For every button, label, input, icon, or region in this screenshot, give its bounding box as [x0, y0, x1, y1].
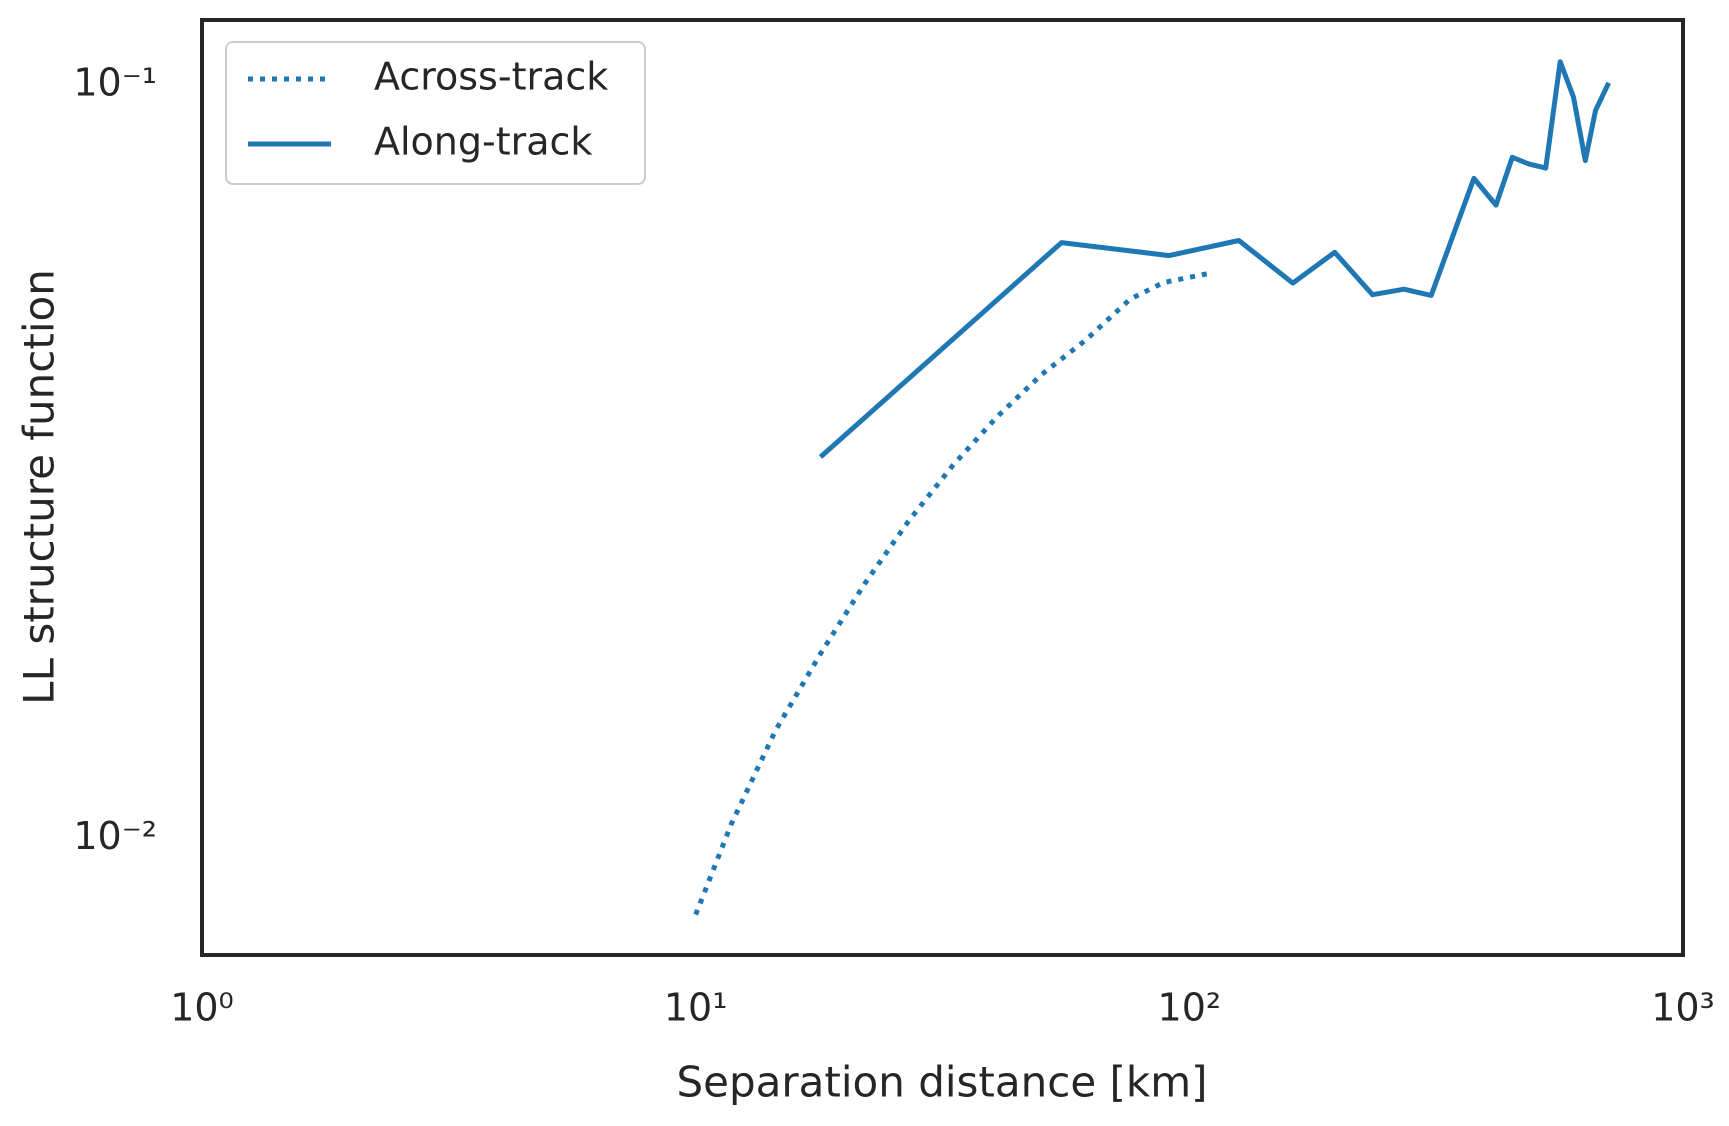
legend-box — [225, 41, 646, 185]
plot-frame — [200, 18, 1685, 957]
x-tick-label: 10² — [1158, 986, 1222, 1030]
data-line — [693, 270, 1215, 916]
y-axis-label: LL structure function — [15, 269, 64, 705]
x-tick-label: 10¹ — [664, 986, 728, 1030]
x-tick-label: 10³ — [1651, 986, 1715, 1030]
x-axis-label: Separation distance [km] — [676, 1058, 1207, 1107]
x-tick-label: 10⁰ — [170, 986, 234, 1030]
legend-label: Along-track — [374, 120, 592, 164]
y-tick-label: 10⁻¹ — [73, 61, 157, 105]
y-tick-label: 10⁻² — [73, 814, 157, 858]
data-line — [818, 59, 1611, 459]
legend-label: Across-track — [374, 55, 608, 99]
